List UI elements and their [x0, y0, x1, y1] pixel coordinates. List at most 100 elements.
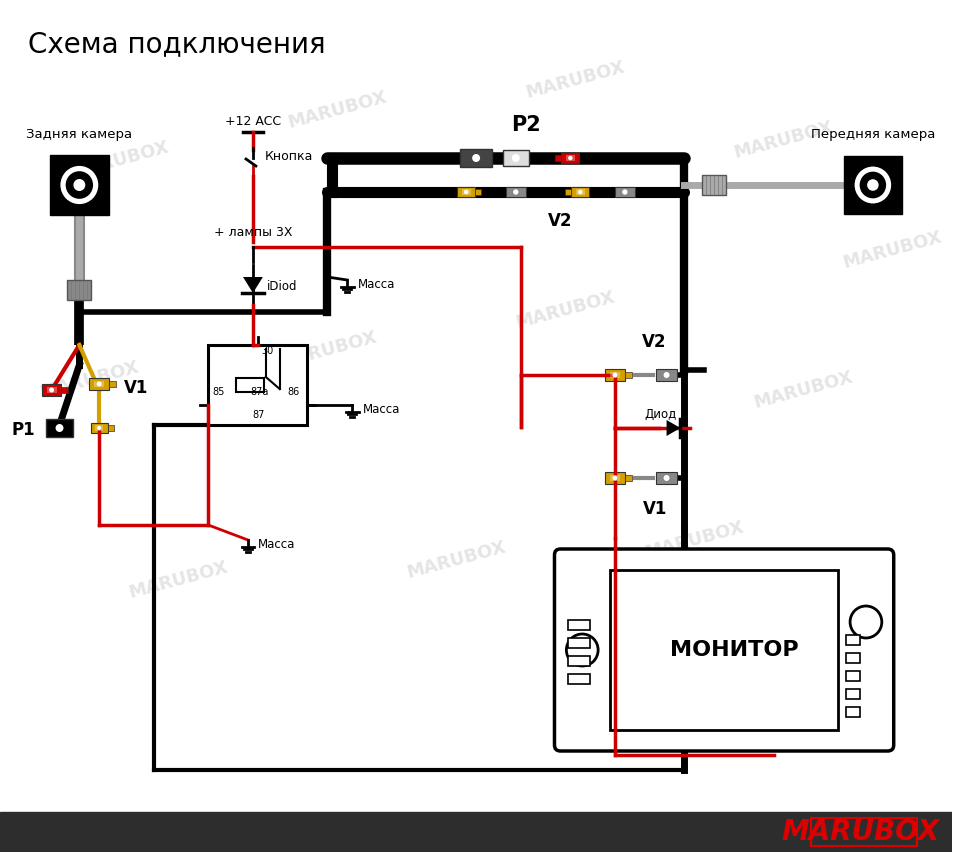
- Circle shape: [663, 372, 669, 378]
- Circle shape: [65, 171, 93, 199]
- Bar: [94, 381, 104, 387]
- Bar: [555, 155, 562, 161]
- Circle shape: [578, 190, 583, 194]
- Circle shape: [513, 189, 518, 195]
- Circle shape: [472, 154, 480, 162]
- Bar: [846, 707, 860, 717]
- Bar: [41, 384, 61, 396]
- Bar: [568, 656, 590, 666]
- Bar: [610, 372, 620, 378]
- Text: Масса: Масса: [363, 403, 399, 416]
- Bar: [236, 378, 264, 392]
- Bar: [46, 419, 73, 437]
- Circle shape: [73, 179, 85, 191]
- Text: MARUBOX: MARUBOX: [404, 538, 508, 582]
- Circle shape: [566, 634, 598, 666]
- Bar: [656, 369, 678, 381]
- Circle shape: [56, 424, 63, 432]
- Bar: [844, 156, 901, 214]
- Text: MARUBOX: MARUBOX: [514, 288, 617, 332]
- FancyBboxPatch shape: [555, 549, 894, 751]
- Bar: [462, 189, 470, 195]
- Circle shape: [97, 426, 102, 430]
- Text: P1: P1: [12, 421, 36, 439]
- Text: Диод: Диод: [645, 407, 677, 421]
- Text: MARUBOX: MARUBOX: [523, 58, 627, 102]
- Text: 87a: 87a: [250, 387, 269, 397]
- Bar: [568, 620, 590, 630]
- Text: + лампы 3Х: + лампы 3Х: [214, 226, 292, 239]
- Circle shape: [853, 166, 892, 204]
- Text: 85: 85: [212, 387, 225, 397]
- Text: Масса: Масса: [258, 538, 296, 551]
- Bar: [95, 425, 104, 430]
- Text: P2: P2: [511, 115, 540, 135]
- Circle shape: [612, 475, 617, 481]
- Bar: [506, 187, 526, 198]
- Text: MARUBOX: MARUBOX: [285, 88, 389, 132]
- Text: MARUBOX: MARUBOX: [752, 368, 855, 412]
- Text: V1: V1: [124, 379, 149, 397]
- Circle shape: [464, 190, 468, 194]
- Circle shape: [512, 154, 519, 162]
- Text: iDiod: iDiod: [267, 280, 298, 293]
- Circle shape: [568, 156, 572, 160]
- Text: 86: 86: [288, 387, 300, 397]
- Bar: [610, 570, 838, 730]
- Polygon shape: [243, 277, 263, 293]
- Text: MARUBOX: MARUBOX: [781, 818, 940, 846]
- Text: MARUBOX: MARUBOX: [276, 328, 379, 372]
- Bar: [656, 472, 678, 484]
- Bar: [67, 280, 91, 300]
- Bar: [47, 387, 57, 393]
- Bar: [503, 150, 529, 166]
- Text: 30: 30: [261, 346, 274, 356]
- Circle shape: [612, 372, 617, 377]
- Circle shape: [622, 189, 628, 195]
- Bar: [615, 187, 635, 198]
- Bar: [846, 671, 860, 681]
- Circle shape: [49, 388, 54, 393]
- Bar: [460, 149, 492, 167]
- Bar: [208, 345, 307, 425]
- Bar: [50, 155, 109, 215]
- Circle shape: [867, 179, 878, 191]
- Circle shape: [663, 475, 669, 481]
- Text: MARUBOX: MARUBOX: [67, 138, 171, 182]
- Text: МОНИТОР: МОНИТОР: [670, 640, 799, 660]
- Bar: [610, 475, 620, 481]
- Bar: [576, 189, 585, 195]
- Bar: [811, 818, 917, 846]
- Text: MARUBOX: MARUBOX: [127, 558, 230, 602]
- Bar: [846, 635, 860, 645]
- Text: Масса: Масса: [357, 278, 395, 291]
- Text: MARUBOX: MARUBOX: [732, 118, 835, 162]
- Bar: [61, 387, 68, 393]
- Bar: [109, 381, 116, 387]
- Circle shape: [60, 165, 99, 204]
- Text: V1: V1: [642, 500, 667, 518]
- Bar: [475, 189, 481, 195]
- Bar: [605, 369, 625, 381]
- Bar: [565, 189, 571, 195]
- Bar: [625, 372, 632, 378]
- Bar: [108, 425, 113, 430]
- Text: MARUBOX: MARUBOX: [841, 228, 945, 272]
- Bar: [565, 155, 575, 161]
- Text: MARUBOX: MARUBOX: [642, 518, 746, 562]
- Circle shape: [850, 606, 882, 638]
- Bar: [568, 638, 590, 648]
- Text: MARUBOX: MARUBOX: [37, 358, 141, 402]
- Circle shape: [859, 171, 886, 199]
- Text: Задняя камера: Задняя камера: [26, 128, 132, 141]
- Bar: [0, 812, 952, 852]
- Circle shape: [97, 382, 102, 387]
- Text: 87: 87: [252, 410, 264, 420]
- Bar: [625, 475, 632, 481]
- Bar: [571, 187, 589, 198]
- Text: +12 ACC: +12 ACC: [225, 115, 281, 128]
- Bar: [568, 674, 590, 684]
- Bar: [703, 175, 726, 195]
- Bar: [846, 653, 860, 663]
- Text: V2: V2: [642, 333, 667, 351]
